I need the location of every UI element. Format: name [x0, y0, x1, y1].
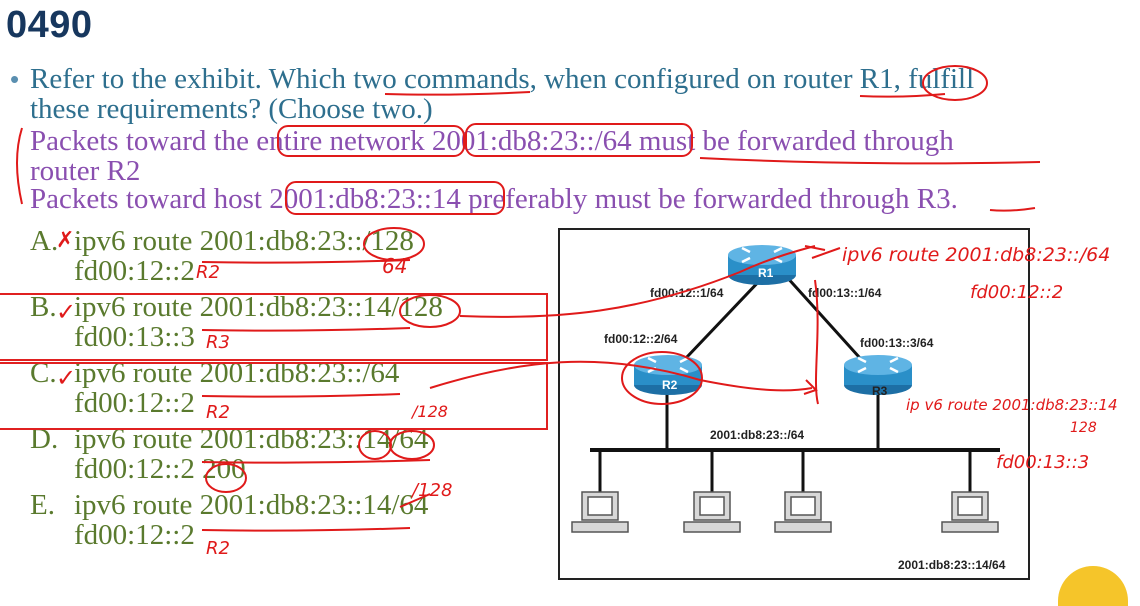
lan-drops: [598, 450, 972, 492]
label-host: 2001:db8:23::14/64: [898, 558, 1006, 572]
annotation-64: 64: [382, 254, 408, 278]
requirement-2: Packets toward host 2001:db8:23::14 pref…: [30, 184, 1110, 214]
router-r1-label: R1: [758, 266, 774, 280]
requirement-1-line-1: Packets toward the entire network 2001:d…: [30, 125, 954, 157]
option-d-line-2: fd00:12::2 200: [74, 453, 246, 485]
annotation-command-2: ip v6 route 2001:db8:23::14: [906, 396, 1118, 414]
check-mark-icon: ✓: [56, 364, 77, 392]
pc-icon: [941, 491, 999, 533]
label-r1-left: fd00:12::1/64: [650, 286, 724, 300]
question-line-2: these requirements? (Choose two.): [30, 93, 433, 125]
pc-icon: [571, 491, 629, 533]
option-d[interactable]: D. ipv6 route 2001:db8:23::14/64 fd00:12:…: [30, 424, 443, 484]
annotation-command-2-prefix: 128: [1070, 420, 1097, 436]
logo-badge-icon: [1058, 566, 1128, 606]
annotation-128: /128: [412, 480, 453, 501]
question-line-1: Refer to the exhibit. Which two commands…: [30, 63, 975, 95]
option-letter: B.: [30, 291, 57, 323]
annotation-128: /128: [412, 402, 448, 421]
highlight-box-option-c: [0, 362, 548, 430]
slide-title: 0490: [6, 4, 93, 46]
annotation-r2: R2: [196, 262, 220, 283]
annotation-command-1-next-hop: fd00:12::2: [970, 282, 1064, 303]
option-c-line-2: fd00:12::2: [74, 387, 195, 419]
option-a-line-2: fd00:12::2: [74, 255, 195, 287]
annotation-r2: R2: [206, 402, 230, 423]
option-e[interactable]: E. ipv6 route 2001:db8:23::14/64 fd00:12:…: [30, 490, 443, 550]
question: • Refer to the exhibit. Which two comman…: [10, 64, 1120, 124]
requirement-1-line-2: router R2: [30, 155, 141, 187]
router-r2-label: R2: [662, 378, 678, 392]
label-r2: fd00:12::2/64: [604, 332, 678, 346]
option-letter: A.: [30, 225, 59, 257]
requirement-2-line-1: Packets toward host 2001:db8:23::14 pref…: [30, 183, 958, 215]
option-b[interactable]: B. ipv6 route 2001:db8:23::14/128 fd00:13…: [30, 292, 443, 352]
pc-icon: [774, 491, 832, 533]
annotation-command-2-next-hop: fd00:13::3: [996, 452, 1090, 473]
router-r3-icon: [844, 355, 912, 395]
pc-icon: [683, 491, 741, 533]
option-e-line-1: ipv6 route 2001:db8:23::14/64: [74, 489, 429, 521]
label-r3: fd00:13::3/64: [860, 336, 934, 350]
cross-mark-icon: ✗: [56, 228, 75, 253]
bullet-icon: •: [10, 64, 20, 94]
option-b-line-2: fd00:13::3: [74, 321, 195, 353]
annotation-r2: R2: [206, 538, 230, 559]
option-a[interactable]: A. ipv6 route 2001:db8:23::/128 fd00:12::…: [30, 226, 443, 286]
annotation-command-1: ipv6 route 2001:db8:23::/64: [842, 244, 1111, 266]
host-pcs: [571, 491, 999, 533]
label-r1-right: fd00:13::1/64: [808, 286, 882, 300]
highlight-box-option-b: [0, 293, 548, 361]
option-b-line-1: ipv6 route 2001:db8:23::14/128: [74, 291, 443, 323]
option-letter: E.: [30, 489, 55, 521]
check-mark-icon: ✓: [56, 298, 77, 326]
option-a-line-1: ipv6 route 2001:db8:23::/128: [74, 225, 414, 257]
annotation-r3: R3: [206, 332, 230, 353]
bracket-requirements: [16, 127, 23, 205]
requirement-1: Packets toward the entire network 2001:d…: [30, 126, 1110, 186]
router-r3-label: R3: [872, 384, 888, 398]
option-e-line-2: fd00:12::2: [74, 519, 195, 551]
label-lan: 2001:db8:23::/64: [710, 428, 805, 442]
